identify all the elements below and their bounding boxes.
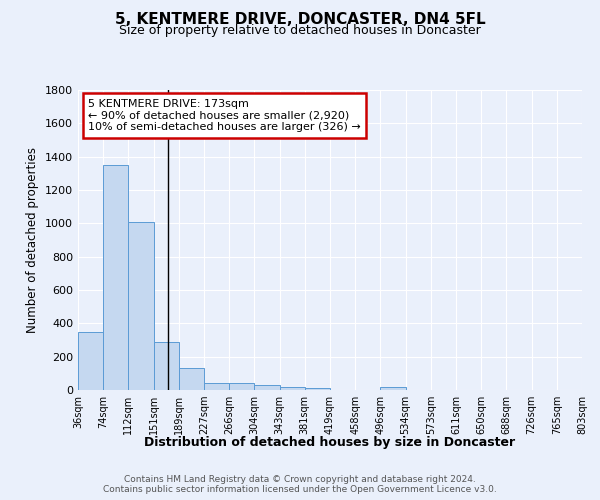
Bar bbox=[380, 386, 406, 390]
Bar bbox=[154, 342, 179, 390]
Bar bbox=[128, 222, 154, 390]
Text: 5 KENTMERE DRIVE: 173sqm
← 90% of detached houses are smaller (2,920)
10% of sem: 5 KENTMERE DRIVE: 173sqm ← 90% of detach… bbox=[88, 99, 361, 132]
Bar bbox=[229, 384, 254, 390]
Bar bbox=[78, 332, 103, 390]
Bar bbox=[204, 382, 229, 390]
Text: Contains HM Land Registry data © Crown copyright and database right 2024.: Contains HM Land Registry data © Crown c… bbox=[124, 474, 476, 484]
Text: Distribution of detached houses by size in Doncaster: Distribution of detached houses by size … bbox=[145, 436, 515, 449]
Bar bbox=[103, 165, 128, 390]
Bar bbox=[179, 368, 204, 390]
Text: Contains public sector information licensed under the Open Government Licence v3: Contains public sector information licen… bbox=[103, 484, 497, 494]
Bar bbox=[254, 385, 280, 390]
Text: 5, KENTMERE DRIVE, DONCASTER, DN4 5FL: 5, KENTMERE DRIVE, DONCASTER, DN4 5FL bbox=[115, 12, 485, 28]
Bar bbox=[280, 386, 305, 390]
Bar bbox=[305, 388, 330, 390]
Y-axis label: Number of detached properties: Number of detached properties bbox=[26, 147, 40, 333]
Text: Size of property relative to detached houses in Doncaster: Size of property relative to detached ho… bbox=[119, 24, 481, 37]
